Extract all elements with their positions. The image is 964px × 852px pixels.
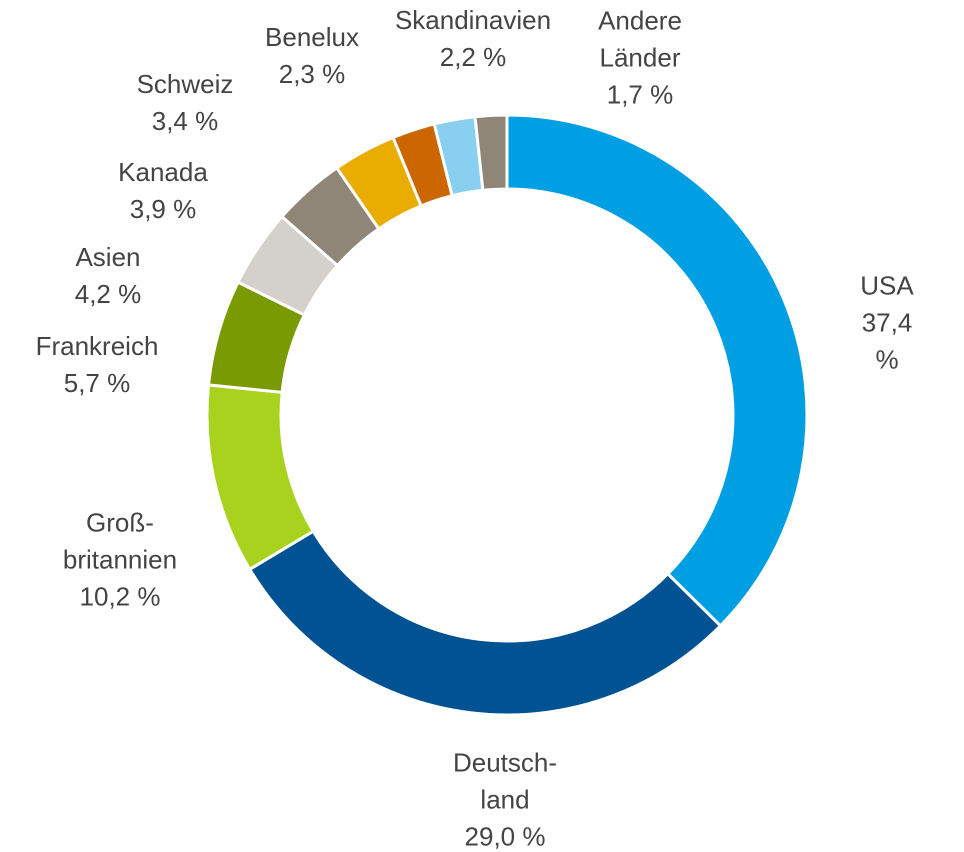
value-label: 2,2 % bbox=[439, 42, 507, 72]
value-label: 29,0 % bbox=[464, 821, 546, 852]
value-label: 10,2 % bbox=[79, 581, 161, 612]
data-label: Andere Länder 1,7 % bbox=[598, 3, 682, 114]
data-label: Schweiz 3,4 % bbox=[137, 66, 234, 140]
data-label: USA 37,4 % bbox=[849, 268, 926, 379]
donut-segment bbox=[248, 529, 722, 717]
data-label: Frankreich 5,7 % bbox=[36, 328, 159, 402]
category-label: Andere Länder bbox=[598, 5, 682, 73]
category-label: Asien bbox=[75, 242, 141, 272]
category-label: Deutsch- land bbox=[452, 747, 558, 815]
value-label: 3,9 % bbox=[129, 194, 197, 224]
value-label: 37,4 % bbox=[861, 307, 913, 375]
category-label: Groß- britannien bbox=[62, 507, 178, 575]
category-label: Frankreich bbox=[35, 331, 159, 361]
category-label: Schweiz bbox=[136, 69, 234, 99]
value-label: 2,3 % bbox=[278, 59, 346, 89]
value-label: 4,2 % bbox=[74, 279, 142, 309]
category-label: Kanada bbox=[118, 157, 208, 187]
data-label: Deutsch- land 29,0 % bbox=[453, 745, 557, 852]
donut-segment bbox=[505, 113, 809, 628]
data-label: Benelux 2,3 % bbox=[265, 19, 359, 93]
value-label: 5,7 % bbox=[63, 368, 131, 398]
data-label: Asien 4,2 % bbox=[75, 239, 142, 313]
value-label: 3,4 % bbox=[151, 106, 219, 136]
category-label: Skandinavien bbox=[394, 5, 552, 35]
data-label: Kanada 3,9 % bbox=[118, 154, 208, 228]
data-label: Groß- britannien 10,2 % bbox=[63, 505, 177, 616]
donut-segment bbox=[473, 113, 509, 192]
donut-segment bbox=[205, 383, 315, 571]
value-label: 1,7 % bbox=[606, 79, 674, 110]
category-label: Benelux bbox=[265, 22, 359, 52]
category-label: USA bbox=[860, 270, 914, 301]
data-label: Skandinavien 2,2 % bbox=[395, 2, 551, 76]
